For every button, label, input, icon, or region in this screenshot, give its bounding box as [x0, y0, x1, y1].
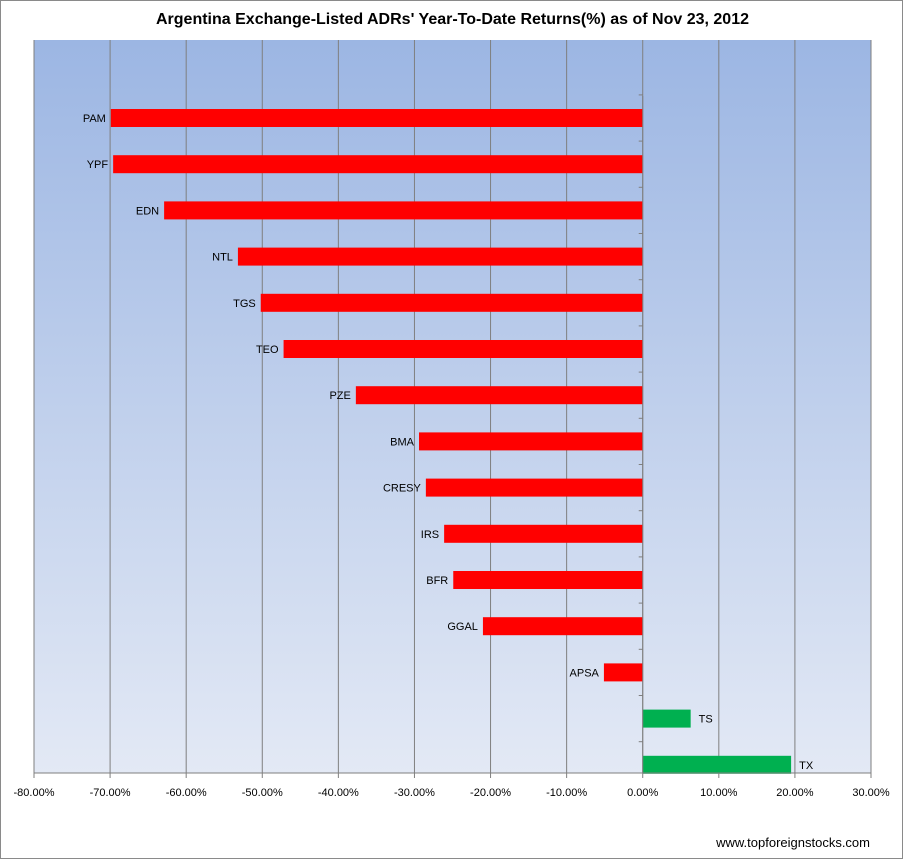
category-label: TS: [699, 714, 713, 726]
bar-teo: [283, 340, 643, 358]
chart-title: Argentina Exchange-Listed ADRs' Year-To-…: [156, 11, 749, 28]
x-tick-label: -20.00%: [470, 787, 511, 799]
bar-pam: [110, 109, 643, 127]
x-tick-label: -50.00%: [242, 787, 283, 799]
x-tick-label: -10.00%: [546, 787, 587, 799]
bar-edn: [164, 201, 643, 220]
category-label: YPF: [87, 159, 109, 171]
bar-ntl: [237, 247, 643, 266]
bar-bfr: [453, 571, 643, 589]
category-label: PZE: [329, 390, 350, 402]
bar-pze: [355, 386, 643, 405]
x-tick-label: 10.00%: [700, 787, 738, 799]
category-label: APSA: [570, 667, 600, 679]
bar-apsa: [603, 663, 643, 682]
axes: [33, 94, 872, 778]
x-tick-label: -60.00%: [166, 787, 207, 799]
category-label: TGS: [233, 298, 256, 310]
bar-ggal: [482, 617, 643, 636]
category-label: BFR: [426, 575, 448, 587]
plot-area: [34, 40, 871, 773]
bar-bma: [419, 432, 643, 451]
tick-labels: -80.00% -70.00% -60.00% -50.00% -40.00% -30.0…: [14, 787, 890, 799]
category-label: CRESY: [383, 483, 422, 495]
x-tick-label: -70.00%: [90, 787, 131, 799]
bar-ypf: [113, 155, 643, 174]
category-label: EDN: [136, 205, 159, 217]
bar-cresy: [425, 478, 643, 497]
bar-tgs: [260, 293, 643, 312]
category-label: TX: [799, 760, 814, 772]
bar-tx: [642, 755, 792, 774]
category-label: NTL: [212, 252, 233, 264]
bar-irs: [444, 524, 643, 543]
category-label: TEO: [256, 344, 279, 356]
category-label: IRS: [421, 529, 439, 541]
source-credit: www.topforeignstocks.com: [716, 835, 870, 850]
category-label: PAM: [83, 113, 106, 125]
x-tick-label: 0.00%: [627, 787, 658, 799]
x-tick-label: 20.00%: [776, 787, 814, 799]
x-tick-label: -30.00%: [394, 787, 435, 799]
category-label: BMA: [390, 436, 415, 448]
bar-ts: [642, 709, 691, 728]
bars: [110, 109, 792, 774]
x-tick-label: -80.00%: [14, 787, 55, 799]
x-tick-label: -40.00%: [318, 787, 359, 799]
category-label: GGAL: [447, 621, 478, 633]
x-tick-label: 30.00%: [852, 787, 890, 799]
category-labels: PAM YPF EDN NTL TGS TEO PZE BMA CRESY IRS BFR GGAL A…: [83, 113, 814, 772]
